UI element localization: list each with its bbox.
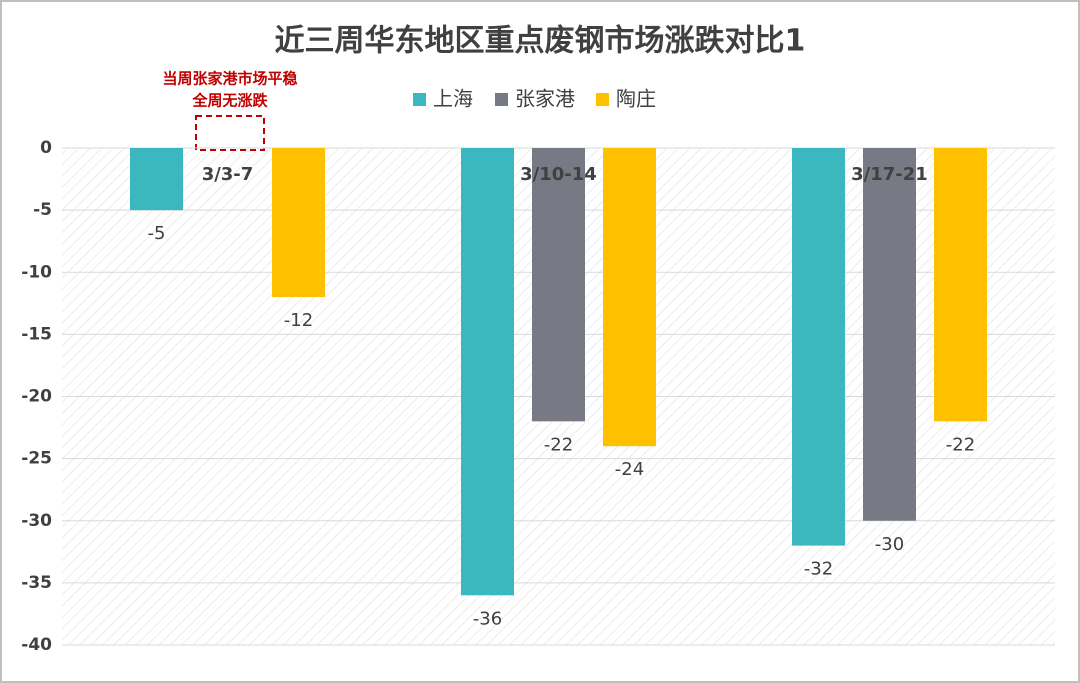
y-tick-label: -15	[21, 324, 52, 344]
value-label: -32	[804, 559, 833, 580]
legend-swatch	[413, 93, 426, 106]
x-tick-label: 3/17-21	[851, 164, 928, 185]
bar	[934, 148, 987, 422]
x-tick-label: 3/3-7	[202, 164, 254, 185]
bar	[272, 148, 325, 298]
value-label: -36	[473, 608, 502, 629]
x-tick-label: 3/10-14	[520, 164, 597, 185]
value-label: -22	[544, 434, 573, 455]
legend-label: 上海	[433, 87, 473, 111]
legend-label: 张家港	[515, 87, 575, 111]
bar	[792, 148, 845, 546]
annotation: 全周无涨跌	[191, 92, 268, 110]
value-label: -30	[875, 534, 904, 555]
value-label: -24	[615, 459, 644, 480]
y-tick-label: -30	[21, 511, 52, 531]
y-tick-label: -10	[21, 262, 52, 282]
bar	[130, 148, 183, 211]
legend-label: 陶庄	[616, 87, 656, 111]
y-tick-label: -20	[21, 387, 52, 407]
bar	[603, 148, 656, 447]
bar	[532, 148, 585, 422]
legend-swatch	[495, 93, 508, 106]
y-tick-label: -25	[21, 449, 52, 469]
value-label: -22	[946, 434, 975, 455]
y-tick-label: -40	[21, 635, 52, 655]
value-label: -12	[284, 310, 313, 331]
legend-swatch	[596, 93, 609, 106]
y-tick-label: -5	[33, 200, 52, 220]
annotation: 当周张家港市场平稳	[162, 70, 297, 88]
value-label: -5	[148, 223, 166, 244]
y-tick-label: -35	[21, 573, 52, 593]
y-tick-label: 0	[40, 138, 52, 158]
bar	[863, 148, 916, 521]
bar	[461, 148, 514, 596]
chart-title: 近三周华东地区重点废钢市场涨跌对比1	[275, 24, 806, 59]
annotation-box	[195, 115, 265, 151]
